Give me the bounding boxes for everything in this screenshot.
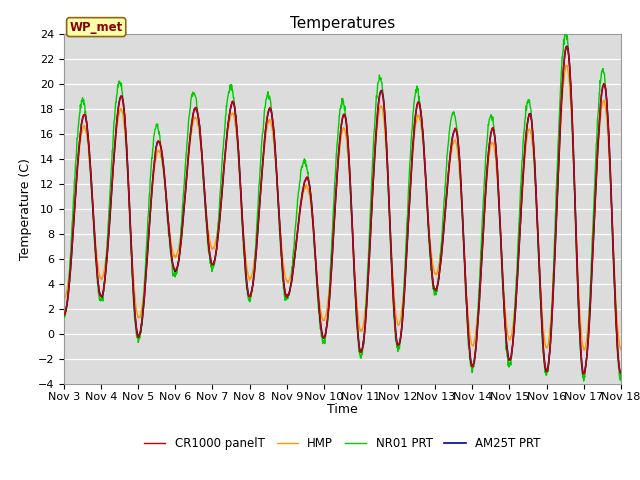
Legend: CR1000 panelT, HMP, NR01 PRT, AM25T PRT: CR1000 panelT, HMP, NR01 PRT, AM25T PRT <box>140 433 545 455</box>
Text: WP_met: WP_met <box>70 21 123 34</box>
Title: Temperatures: Temperatures <box>290 16 395 31</box>
Y-axis label: Temperature (C): Temperature (C) <box>19 158 32 260</box>
X-axis label: Time: Time <box>327 403 358 416</box>
